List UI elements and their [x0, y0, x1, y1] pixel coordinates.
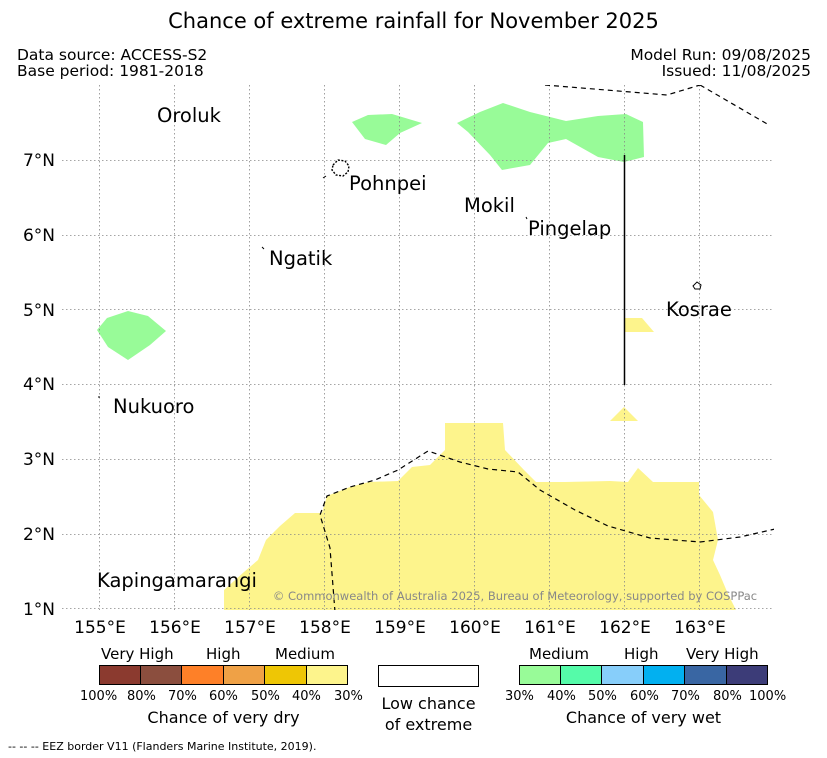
wet-colorbar [519, 665, 768, 685]
wet-region-group [97, 103, 644, 360]
lon-tick: 157°E [224, 618, 276, 638]
label-mokil: Mokil [464, 194, 515, 217]
lon-tick: 155°E [74, 618, 126, 638]
kosrae-island-outline [692, 281, 702, 290]
dry-swatch [265, 665, 307, 685]
label-kosrae: Kosrae [666, 298, 732, 321]
dry-pct-label: 70% [168, 689, 197, 704]
ngatik-atoll-mark [261, 246, 265, 250]
wet-region-north-large [457, 103, 644, 170]
wet-region-north-small [352, 114, 422, 145]
map-title: Chance of extreme rainfall for November … [168, 9, 659, 33]
label-kapingamarangi: Kapingamarangi [97, 569, 257, 592]
wet-swatch [602, 665, 644, 685]
lat-tick: 6°N [23, 226, 55, 246]
dry-pct-label: 50% [251, 689, 280, 704]
wet-pct-label: 60% [630, 689, 659, 704]
low-chance-caption: Low chance of extreme [381, 694, 476, 734]
wet-pct-label: 40% [547, 689, 576, 704]
lat-tick: 5°N [23, 301, 55, 321]
wet-pct-label: 80% [713, 689, 742, 704]
wet-swatch [644, 665, 685, 685]
dry-category-very-high: Very High [101, 645, 174, 663]
eez-border [319, 85, 774, 610]
wet-pct-label: 50% [588, 689, 617, 704]
issued-date: Issued: 11/08/2025 [661, 62, 811, 80]
base-period: Base period: 1981-2018 [17, 62, 204, 80]
lon-tick: 158°E [299, 618, 351, 638]
dry-swatch [307, 665, 348, 685]
dry-region-small-east [624, 318, 654, 332]
eez-border-north [544, 85, 701, 96]
wet-region-west [97, 311, 166, 360]
dry-colorbar [99, 665, 348, 685]
copyright-notice: © Commonwealth of Australia 2025, Bureau… [273, 589, 757, 603]
dry-swatch [99, 665, 141, 685]
lon-tick: 159°E [374, 618, 426, 638]
lat-tick: 7°N [23, 151, 55, 171]
label-nukuoro: Nukuoro [113, 395, 194, 418]
label-ngatik: Ngatik [269, 247, 333, 270]
eez-footnote: -- -- -- EEZ border V11 (Flanders Marine… [8, 740, 317, 753]
ant-atoll-mark [322, 175, 327, 179]
lon-tick: 160°E [449, 618, 501, 638]
dry-region-south [224, 423, 736, 610]
graticule [62, 85, 774, 610]
dry-pct-label: 80% [127, 689, 156, 704]
wet-pct-label: 30% [505, 689, 534, 704]
dry-pct-label: 100% [80, 689, 118, 704]
dry-region-group [224, 318, 736, 610]
longitude-labels: 155°E 156°E 157°E 158°E 159°E 160°E 161°… [74, 618, 726, 638]
wet-pct-label: 100% [749, 689, 787, 704]
label-oroluk: Oroluk [157, 104, 222, 127]
dry-pct-label: 40% [292, 689, 321, 704]
lat-tick: 3°N [23, 450, 55, 470]
eez-border-northeast [699, 85, 770, 126]
latitude-labels: 7°N 6°N 5°N 4°N 3°N 2°N 1°N [23, 151, 55, 620]
dry-pct-label: 60% [209, 689, 238, 704]
wet-swatch [727, 665, 768, 685]
low-chance-swatch [378, 665, 479, 687]
wet-category-medium: Medium [529, 645, 589, 663]
dry-pct-label: 30% [334, 689, 363, 704]
lon-tick: 161°E [524, 618, 576, 638]
lat-tick: 2°N [23, 525, 55, 545]
wet-swatch [685, 665, 727, 685]
dry-category-high: High [206, 645, 241, 663]
lon-tick: 162°E [599, 618, 651, 638]
wet-caption: Chance of very wet [565, 708, 722, 727]
pohnpei-island-outline [331, 159, 350, 177]
wet-category-high: High [624, 645, 659, 663]
data-source: Data source: ACCESS-S2 [17, 46, 208, 64]
wet-swatch [519, 665, 561, 685]
dry-region-small-center [610, 407, 638, 421]
lat-tick: 4°N [23, 375, 55, 395]
lon-tick: 156°E [149, 618, 201, 638]
wet-category-very-high: Very High [686, 645, 759, 663]
pingelap-atoll-mark [525, 216, 528, 220]
dry-swatch [182, 665, 224, 685]
dry-swatch [224, 665, 265, 685]
wet-pct-label: 70% [671, 689, 700, 704]
lon-tick: 163°E [674, 618, 726, 638]
wet-swatch [561, 665, 602, 685]
rainfall-map: Oroluk Pohnpei Mokil Pingelap Ngatik Kos… [23, 85, 774, 638]
eez-border-south [319, 450, 774, 610]
islands [98, 159, 702, 398]
label-pingelap: Pingelap [528, 217, 611, 240]
dry-caption: Chance of very dry [147, 708, 300, 727]
label-pohnpei: Pohnpei [349, 172, 427, 195]
dry-swatch [141, 665, 182, 685]
dry-category-medium: Medium [275, 645, 335, 663]
model-run: Model Run: 09/08/2025 [630, 46, 811, 64]
lat-tick: 1°N [23, 600, 55, 620]
